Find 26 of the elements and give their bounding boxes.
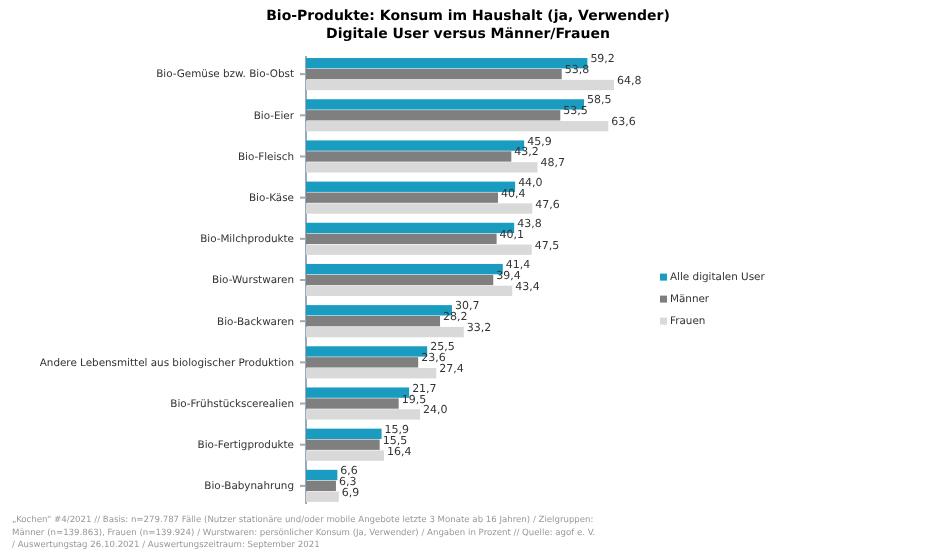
bar xyxy=(306,274,494,286)
bar xyxy=(306,469,338,481)
bar xyxy=(306,357,419,368)
bar xyxy=(306,244,532,255)
bar xyxy=(306,203,533,214)
bar xyxy=(306,162,538,173)
bar xyxy=(306,233,497,244)
bar xyxy=(306,387,410,398)
bar xyxy=(306,192,499,203)
bar xyxy=(306,480,336,492)
bar xyxy=(306,428,382,439)
bar xyxy=(306,181,516,192)
bar xyxy=(306,316,441,327)
bar xyxy=(306,68,562,80)
bar xyxy=(306,439,380,450)
bar xyxy=(306,398,399,409)
bar xyxy=(306,409,421,420)
bar xyxy=(306,151,512,162)
bar xyxy=(306,285,513,297)
bar xyxy=(306,368,437,379)
bar xyxy=(306,79,614,91)
bar xyxy=(306,121,609,132)
bar xyxy=(306,110,561,121)
bar xyxy=(306,491,339,502)
bar xyxy=(306,326,464,338)
bar xyxy=(306,450,384,461)
